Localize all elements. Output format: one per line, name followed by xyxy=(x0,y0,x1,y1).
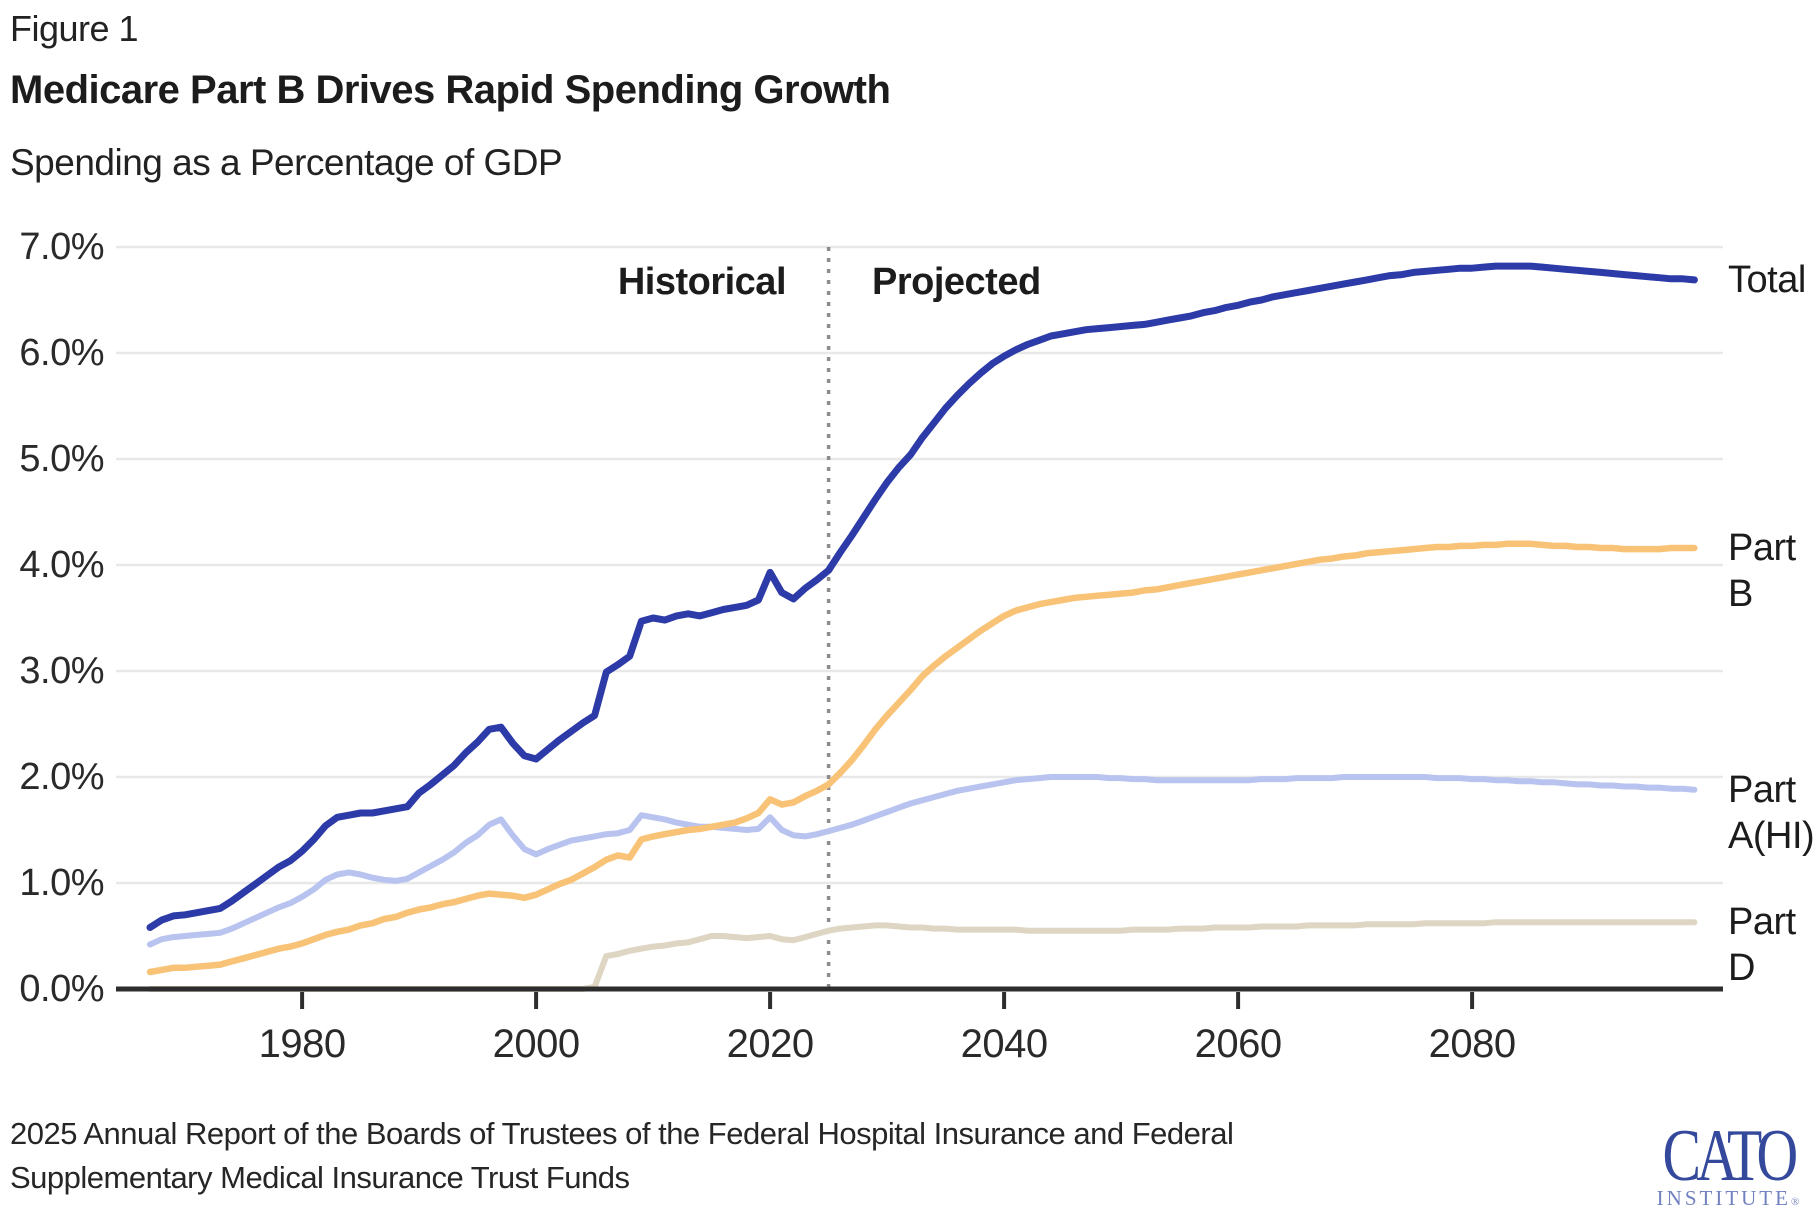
y-tick-label-2.0%: 2.0% xyxy=(19,756,104,798)
legend-label-part-b: Part B xyxy=(1728,525,1796,617)
legend-label-line: Total xyxy=(1728,258,1806,301)
source-note-line-1: 2025 Annual Report of the Boards of Trus… xyxy=(10,1116,1234,1151)
y-tick-label-1.0%: 1.0% xyxy=(19,862,104,904)
part-d-line xyxy=(147,919,1698,992)
legend-label-line: B xyxy=(1728,573,1753,616)
legend-label-line: D xyxy=(1728,947,1755,990)
series-lines xyxy=(146,262,1698,992)
figure-number-label: Figure 1 xyxy=(10,8,139,49)
legend-label-line: Part xyxy=(1728,901,1796,944)
y-tick-label-0.0%: 0.0% xyxy=(19,968,104,1010)
registered-trademark-icon: ® xyxy=(1790,1196,1800,1208)
total-line xyxy=(146,262,1698,931)
legend-label-line: Part xyxy=(1728,527,1796,570)
x-tick-label-2080: 2080 xyxy=(1428,1022,1516,1066)
y-tick-label-6.0%: 6.0% xyxy=(19,332,104,374)
projected-annotation: Projected xyxy=(872,261,1041,303)
cato-institute-logo: CATO xyxy=(1662,1115,1799,1197)
source-note-line-2: Supplementary Medical Insurance Trust Fu… xyxy=(10,1160,630,1195)
x-tick-label-1980: 1980 xyxy=(258,1022,346,1066)
x-tick-label-2000: 2000 xyxy=(492,1022,580,1066)
logo-subtext-text: INSTITUTE xyxy=(1656,1186,1791,1210)
historical-annotation: Historical xyxy=(617,261,787,303)
y-tick-label-4.0%: 4.0% xyxy=(19,544,104,586)
legend-label-line: A(HI) xyxy=(1728,814,1815,857)
gridlines xyxy=(116,245,1723,885)
legend-label-part-d: Part D xyxy=(1728,899,1796,991)
x-tick-label-2020: 2020 xyxy=(726,1022,814,1066)
y-tick-label-3.0%: 3.0% xyxy=(19,650,104,692)
legend-label-part-a: Part A(HI) xyxy=(1728,767,1815,859)
chart-title: Medicare Part B Drives Rapid Spending Gr… xyxy=(10,68,891,112)
x-tick-label-2040: 2040 xyxy=(960,1022,1048,1066)
x-tick-label-2060: 2060 xyxy=(1194,1022,1282,1066)
legend-label-line: Part xyxy=(1728,768,1796,811)
part-a-line xyxy=(147,774,1698,948)
y-tick-label-5.0%: 5.0% xyxy=(19,438,104,480)
cato-institute-logo-subtext: INSTITUTE® xyxy=(1628,1186,1820,1214)
legend-label-total: Total xyxy=(1728,257,1806,303)
part-b-line xyxy=(146,540,1698,976)
y-tick-label-7.0%: 7.0% xyxy=(19,226,104,268)
x-axis-tick-marks xyxy=(300,992,1475,1009)
chart-subtitle: Spending as a Percentage of GDP xyxy=(10,142,563,183)
